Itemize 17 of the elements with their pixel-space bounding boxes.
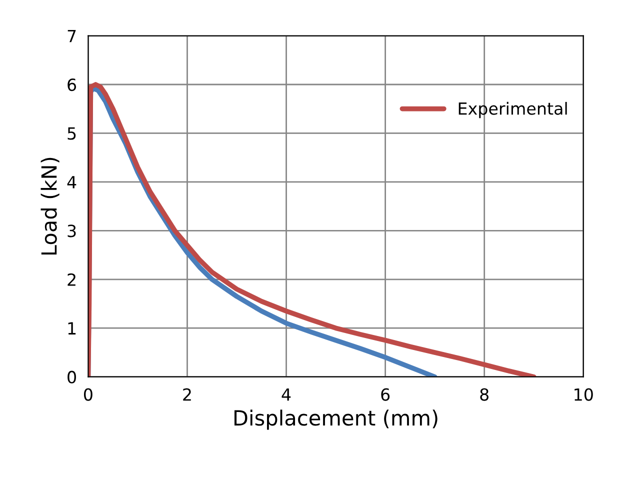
y-tick-label: 4 (67, 176, 76, 188)
y-tick-label: 1 (68, 322, 76, 334)
y-tick-label: 0 (68, 370, 76, 384)
y-axis-title: Load (kN) (40, 158, 60, 255)
y-tick-label: 2 (68, 273, 76, 286)
x-axis-title: Displacement (mm) (234, 410, 438, 430)
y-tick-label: 7 (68, 30, 76, 42)
y-tick-label: 5 (68, 127, 76, 140)
x-tick-label: 4 (282, 388, 291, 401)
x-tick-label: 6 (381, 388, 390, 401)
x-tick-label: 8 (480, 388, 489, 401)
y-tick-label: 3 (68, 224, 76, 238)
legend-label: Experimental (458, 102, 567, 118)
y-tick-label: 6 (68, 78, 76, 92)
x-tick-label: 0 (84, 388, 92, 401)
x-tick-label: 2 (183, 388, 191, 401)
x-tick-label: 10 (574, 388, 593, 401)
